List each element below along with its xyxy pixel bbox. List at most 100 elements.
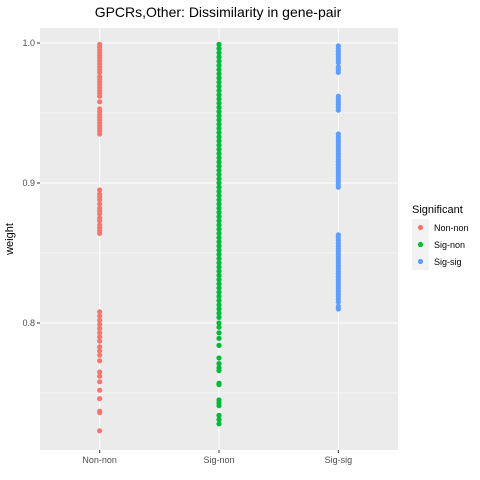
data-point <box>97 317 103 323</box>
data-point <box>216 184 222 190</box>
data-point <box>216 247 222 253</box>
data-point <box>335 69 341 75</box>
data-point <box>97 369 103 375</box>
data-point <box>216 58 222 64</box>
data-point <box>97 338 103 344</box>
data-point <box>97 387 103 393</box>
data-point <box>216 130 222 136</box>
data-point <box>216 314 222 320</box>
data-point <box>216 176 222 182</box>
legend-marker <box>417 258 424 265</box>
data-point <box>216 209 222 215</box>
data-point <box>216 159 222 165</box>
data-point <box>216 167 222 173</box>
data-point <box>216 260 222 266</box>
data-point <box>216 330 222 336</box>
data-point <box>216 100 222 106</box>
y-axis-title: weight <box>4 223 16 256</box>
legend: Significant Non-non Sig-non Sig-sig <box>412 204 469 270</box>
data-point <box>216 67 222 73</box>
y-tick-label: 1.0 <box>22 38 35 48</box>
legend-item-non-non: Non-non <box>412 219 469 236</box>
data-point <box>216 306 222 312</box>
data-point <box>216 121 222 127</box>
data-point <box>216 218 222 224</box>
data-point <box>216 256 222 262</box>
data-point <box>216 222 222 228</box>
data-point <box>216 412 222 418</box>
legend-item-sig-sig: Sig-sig <box>412 253 462 270</box>
data-point <box>97 358 103 364</box>
data-point <box>335 107 341 113</box>
data-point <box>216 92 222 98</box>
data-point <box>97 326 103 332</box>
data-point <box>216 293 222 299</box>
x-axis: Non-non Sig-non Sig-sig <box>82 450 352 465</box>
data-point <box>97 321 103 327</box>
x-tick-label: Sig-non <box>203 455 234 465</box>
legend-marker <box>417 224 424 231</box>
data-point <box>216 368 222 374</box>
data-point <box>216 205 222 211</box>
y-tick-label: 0.9 <box>22 178 35 188</box>
data-point <box>216 243 222 249</box>
data-point <box>216 117 222 123</box>
data-point <box>216 285 222 291</box>
data-point <box>216 54 222 60</box>
data-point <box>97 201 103 207</box>
data-point <box>216 104 222 110</box>
series-non-non <box>97 41 103 434</box>
data-point <box>216 239 222 245</box>
legend-label: Sig-non <box>434 240 465 250</box>
data-point <box>216 96 222 102</box>
data-point <box>216 134 222 140</box>
data-point <box>216 146 222 152</box>
data-point <box>216 201 222 207</box>
data-point <box>97 187 103 193</box>
x-tick-label: Non-non <box>82 455 117 465</box>
data-point <box>216 268 222 274</box>
legend-title: Significant <box>412 204 463 216</box>
data-point <box>216 46 222 52</box>
data-point <box>216 320 222 326</box>
data-point <box>216 235 222 241</box>
data-point <box>216 382 222 388</box>
data-point <box>216 335 222 341</box>
legend-item-sig-non: Sig-non <box>412 236 465 253</box>
data-point <box>216 214 222 220</box>
data-point <box>97 313 103 319</box>
data-point <box>216 75 222 81</box>
data-point <box>97 218 103 224</box>
data-point <box>216 71 222 77</box>
data-point <box>216 289 222 295</box>
data-point <box>216 355 222 361</box>
data-point <box>216 342 222 348</box>
data-point <box>216 151 222 157</box>
data-point <box>216 361 222 367</box>
series-sig-non <box>216 41 222 427</box>
data-point <box>216 230 222 236</box>
y-tick-label: 0.8 <box>22 318 35 328</box>
data-point <box>216 62 222 68</box>
data-point <box>97 428 103 434</box>
data-point <box>216 226 222 232</box>
data-point <box>216 417 222 423</box>
data-point <box>97 69 103 75</box>
data-point <box>335 60 341 66</box>
legend-label: Non-non <box>434 223 469 233</box>
data-point <box>97 344 103 350</box>
data-point <box>216 281 222 287</box>
data-point <box>216 421 222 427</box>
data-point <box>216 324 222 330</box>
data-point <box>216 109 222 115</box>
series-sig-sig <box>335 43 341 312</box>
data-point <box>97 348 103 354</box>
data-point <box>97 99 103 105</box>
data-point <box>216 180 222 186</box>
data-point <box>216 310 222 316</box>
data-point <box>97 309 103 315</box>
data-point <box>97 131 103 137</box>
data-point <box>216 264 222 270</box>
data-point <box>216 50 222 56</box>
